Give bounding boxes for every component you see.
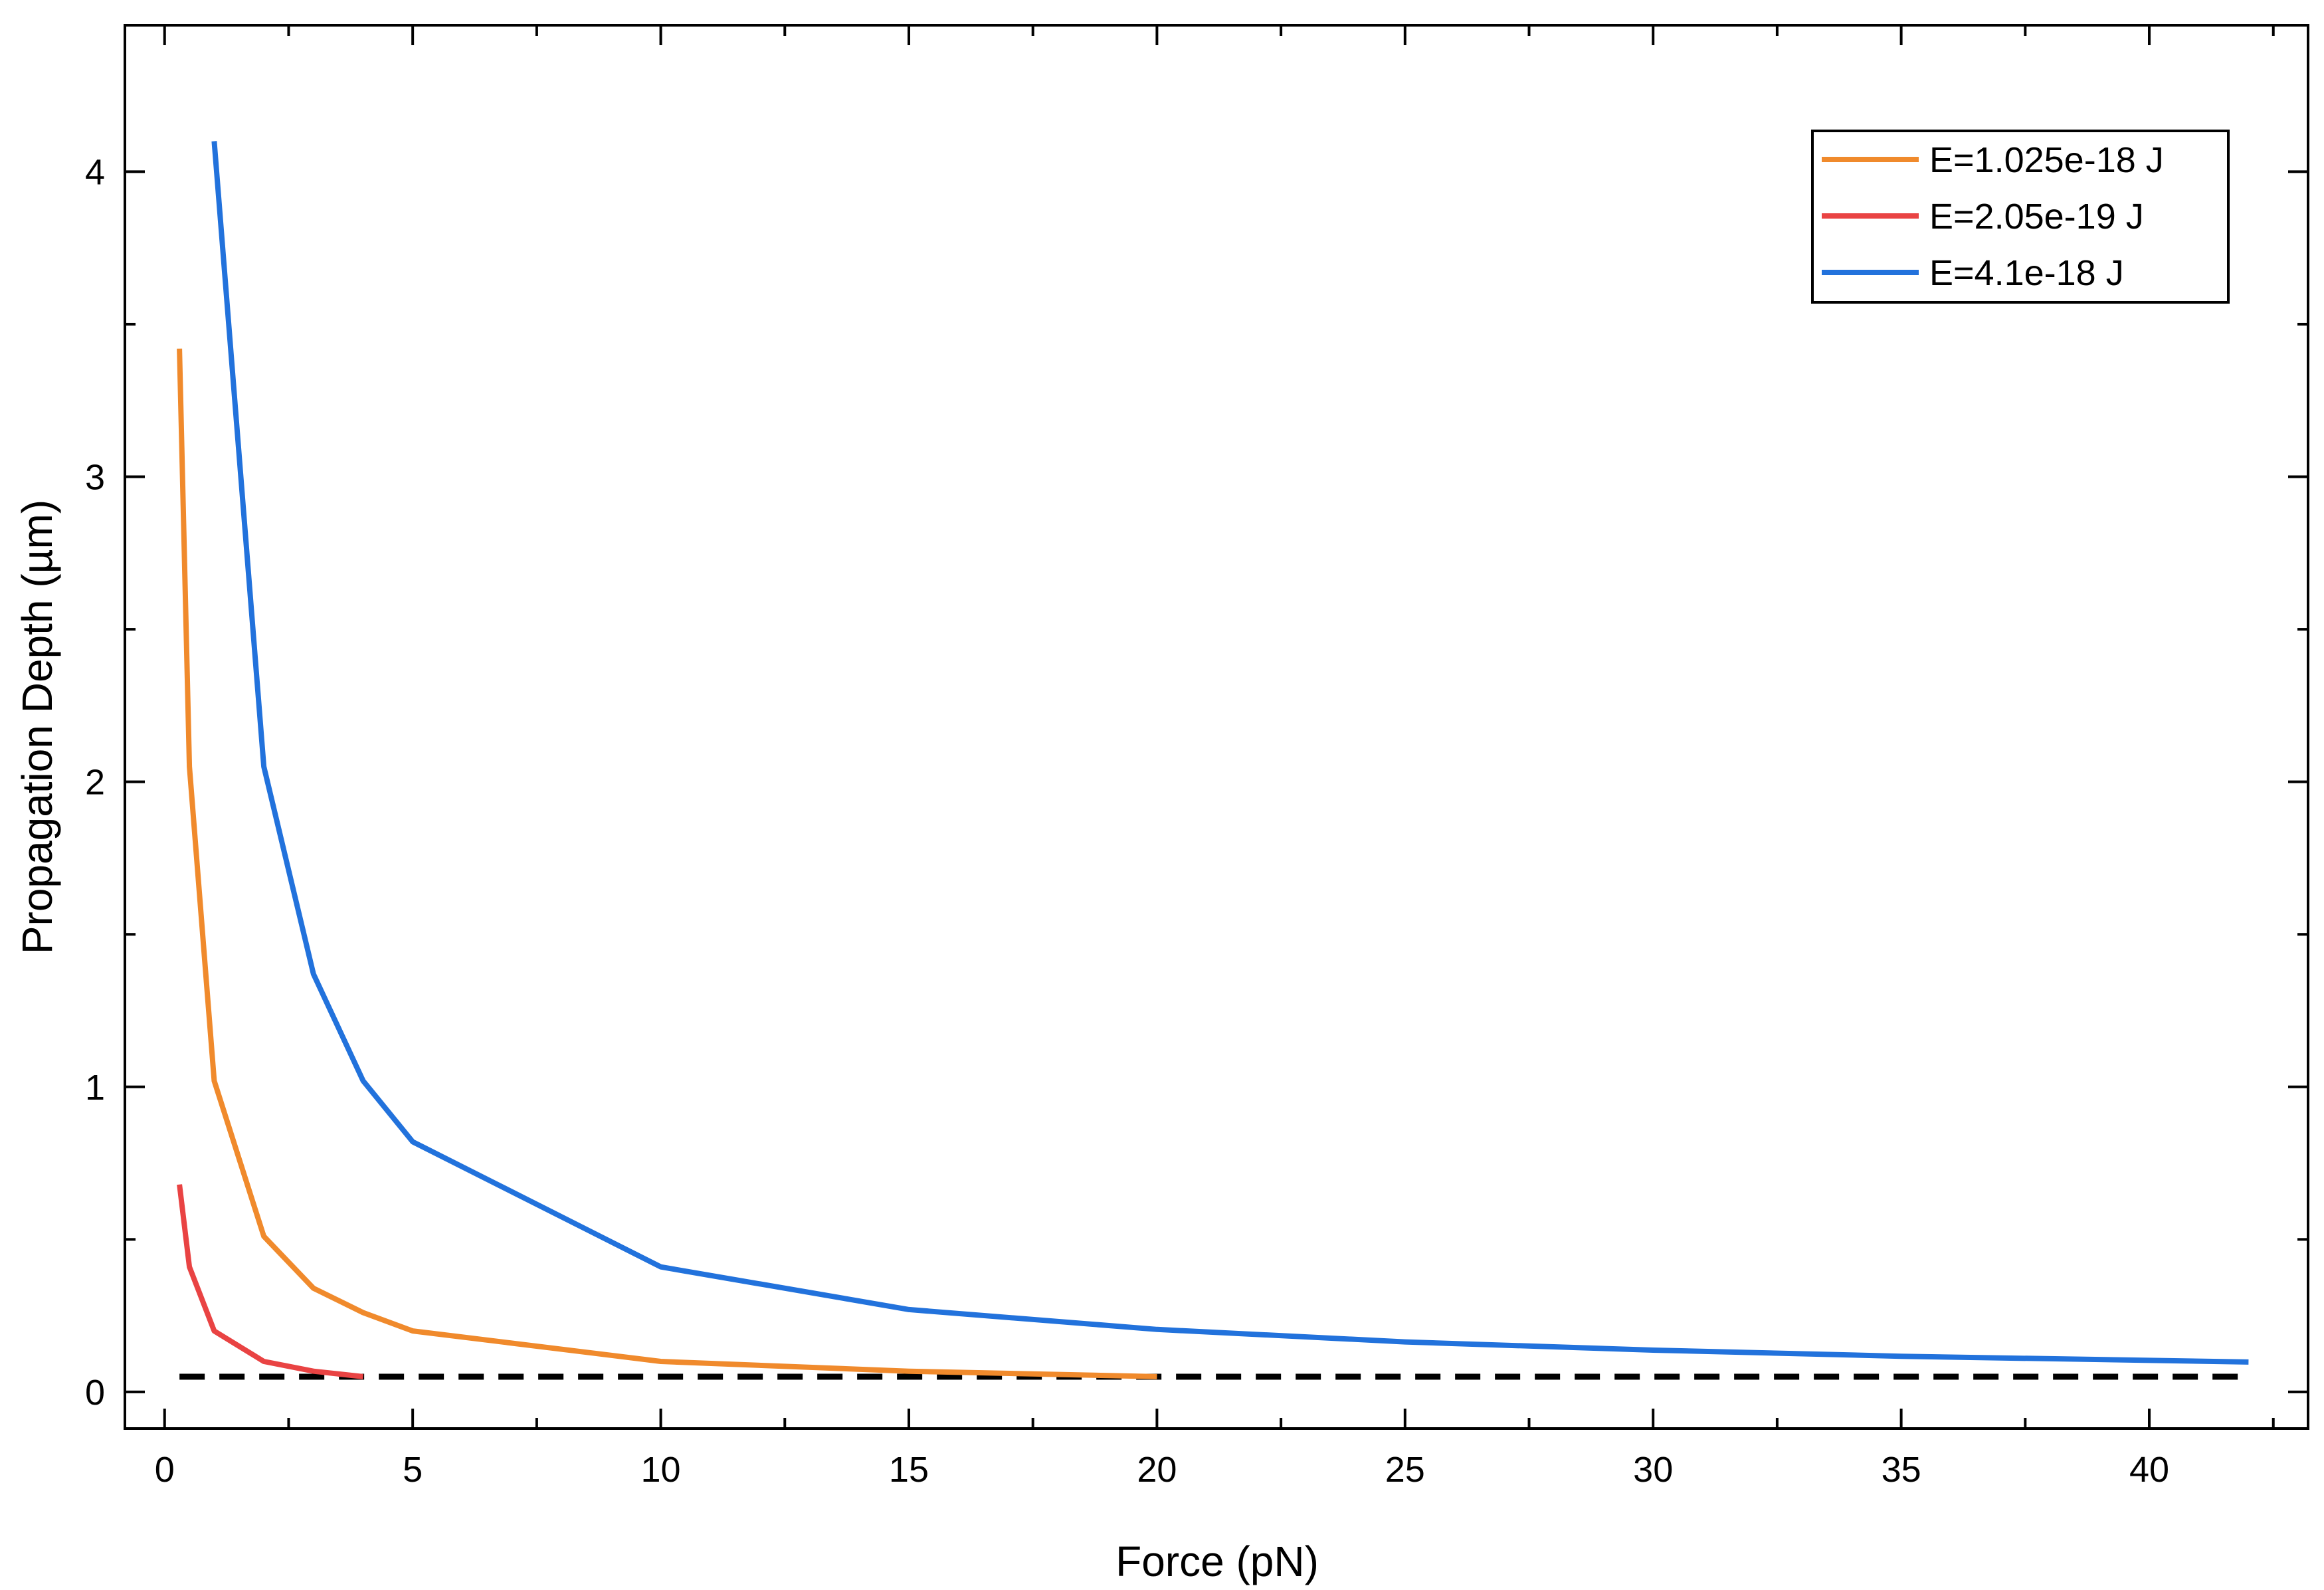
x-tick-label: 40	[2129, 1450, 2169, 1490]
tick-labels: 0 5 10 15 20 25 30 35 40 0 1 2 3 4	[85, 152, 2169, 1490]
series-line-2	[177, 1184, 363, 1379]
y-tick-label: 2	[85, 763, 105, 803]
y-tick-label: 3	[85, 458, 105, 498]
y-tick-label: 1	[85, 1068, 105, 1108]
y-tick-label: 0	[85, 1373, 105, 1413]
x-tick-label: 25	[1385, 1450, 1425, 1490]
y-axis-label: Propagation Depth (µm)	[13, 500, 61, 954]
y-tick-label: 4	[85, 152, 105, 192]
legend-label: E=1.025e-18 J	[1929, 140, 2164, 180]
plot-frame	[124, 24, 2309, 1430]
x-tick-label: 20	[1137, 1450, 1177, 1490]
legend-label: E=4.1e-18 J	[1929, 253, 2124, 293]
x-tick-label: 30	[1633, 1450, 1673, 1490]
x-axis-label: Force (pN)	[1115, 1538, 1319, 1585]
legend-label: E=2.05e-19 J	[1929, 197, 2144, 237]
series-layer	[177, 141, 2249, 1379]
series-line-3	[211, 141, 2249, 1365]
x-tick-label: 15	[889, 1450, 929, 1490]
x-tick-label: 5	[403, 1450, 423, 1490]
x-tick-label: 35	[1882, 1450, 1921, 1490]
x-tick-label: 10	[641, 1450, 681, 1490]
axis-ticks	[125, 25, 2308, 1429]
x-tick-label: 0	[155, 1450, 175, 1490]
series-line-1	[177, 348, 1157, 1379]
legend: E=1.025e-18 J E=2.05e-19 J E=4.1e-18 J	[1811, 130, 2230, 304]
